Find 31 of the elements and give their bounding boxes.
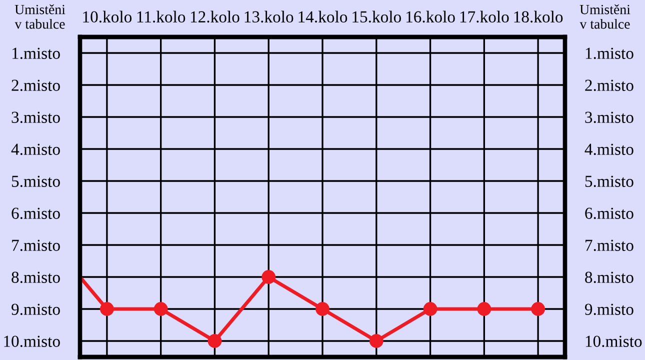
x-tick-label: 18.kolo: [514, 10, 563, 23]
y-tick-label: 5.misto: [12, 176, 60, 188]
y-tick-label: 3.misto: [12, 112, 60, 124]
y2-tick-label: 10.misto: [586, 336, 642, 348]
x-tick-label: 11.kolo: [137, 10, 186, 23]
x-tick-label: 14.kolo: [298, 10, 348, 23]
y2-tick-label: 1.misto: [586, 48, 634, 60]
x-tick-label: 15.kolo: [352, 10, 401, 23]
y2-tick-label: 3.misto: [585, 112, 634, 124]
y2-tick-label: 9.misto: [584, 304, 634, 316]
y-tick-label: 8.misto: [12, 272, 60, 284]
x-tick-label: 16.kolo: [406, 10, 455, 23]
x-tick-label: 13.kolo: [244, 10, 294, 23]
y2-tick-label: 4.misto: [584, 144, 634, 156]
y-tick-label: 6.misto: [12, 208, 60, 220]
y-tick-label: 1.misto: [12, 48, 60, 60]
y2-tick-label: 8.misto: [585, 272, 634, 284]
y-tick-label: 10.misto: [4, 336, 60, 348]
y2-axis-title: Umistěni v tabulce: [580, 4, 630, 29]
y-axis-title: Umistěni v tabulce: [14, 4, 66, 29]
x-tick-label: 17.kolo: [460, 10, 509, 23]
y-tick-label: 9.misto: [12, 304, 60, 316]
y-tick-label: 4.misto: [11, 144, 60, 156]
y-tick-label: 7.misto: [12, 240, 60, 252]
x-tick-label: 12.kolo: [190, 10, 240, 23]
y2-tick-label: 7.misto: [586, 240, 634, 252]
y2-tick-label: 6.misto: [585, 208, 634, 220]
x-tick-label: 10.kolo: [83, 10, 132, 23]
y2-tick-label: 2.misto: [585, 80, 634, 92]
y2-tick-label: 5.misto: [585, 176, 634, 188]
y-tick-label: 2.misto: [12, 80, 60, 92]
